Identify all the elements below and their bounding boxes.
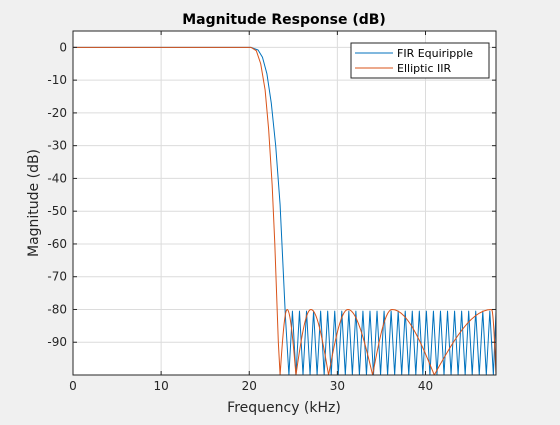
fir-equiripple-line	[73, 46, 497, 376]
x-tick-label: 10	[153, 379, 168, 393]
x-tick-label: 40	[418, 379, 433, 393]
y-tick-label: -90	[47, 335, 67, 349]
axes-box	[72, 30, 497, 376]
y-tick-label: -10	[47, 73, 67, 87]
y-tick-label: -50	[47, 204, 67, 218]
x-tick-label: 20	[242, 379, 257, 393]
x-tick-label: 30	[330, 379, 345, 393]
series-group	[73, 46, 497, 376]
legend-box	[350, 42, 490, 79]
y-tick-label: -40	[47, 171, 67, 185]
axes	[72, 30, 497, 376]
ticks: 0 10 20 30 40 0 -10 -20 -30 -40 -50 -60 -70 -80 -90	[47, 31, 496, 393]
legend: FIR Equiripple Elliptic IIR	[350, 42, 490, 79]
y-tick-label: -30	[47, 139, 67, 153]
x-axis-label: Frequency (kHz)	[227, 400, 341, 416]
y-tick-label: -70	[47, 270, 67, 284]
grid	[72, 31, 496, 375]
legend-label-fir: FIR Equiripple	[397, 47, 473, 60]
y-axis-label: Magnitude (dB)	[26, 149, 42, 257]
y-tick-label: -80	[47, 302, 67, 316]
x-tick-label: 0	[69, 379, 77, 393]
y-tick-label: -20	[47, 106, 67, 120]
y-tick-label: 0	[59, 40, 67, 54]
elliptic-iir-line	[73, 46, 497, 376]
chart-title: Magnitude Response (dB)	[182, 12, 386, 28]
y-tick-label: -60	[47, 237, 67, 251]
legend-label-elliptic: Elliptic IIR	[397, 62, 452, 75]
